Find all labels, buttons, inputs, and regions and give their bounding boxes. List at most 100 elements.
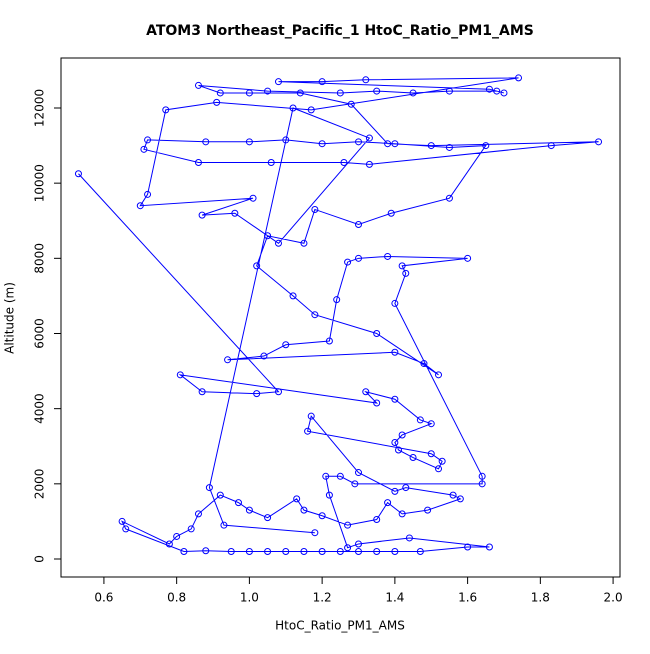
data-point bbox=[234, 499, 242, 507]
data-point bbox=[245, 547, 253, 555]
data-point bbox=[282, 341, 290, 349]
data-point bbox=[274, 239, 282, 247]
data-point bbox=[482, 142, 490, 150]
data-point bbox=[318, 512, 326, 520]
data-point bbox=[435, 371, 443, 379]
data-point bbox=[365, 134, 373, 142]
x-axis-label: HtoC_Ratio_PM1_AMS bbox=[275, 619, 405, 633]
data-point bbox=[355, 138, 363, 146]
data-point bbox=[456, 495, 464, 503]
data-point bbox=[216, 89, 224, 97]
data-point bbox=[318, 140, 326, 148]
chart-title: ATOM3 Northeast_Pacific_1 HtoC_Ratio_PM1… bbox=[146, 23, 534, 39]
data-point bbox=[384, 499, 392, 507]
data-point bbox=[311, 529, 319, 537]
data-point bbox=[344, 258, 352, 266]
data-point bbox=[427, 450, 435, 458]
data-point bbox=[311, 311, 319, 319]
x-tick-label: 0.6 bbox=[94, 591, 113, 605]
data-point bbox=[355, 547, 363, 555]
data-point bbox=[194, 510, 202, 518]
data-point bbox=[416, 416, 424, 424]
data-point bbox=[304, 427, 312, 435]
data-line bbox=[78, 77, 599, 552]
data-point bbox=[391, 487, 399, 495]
data-point bbox=[194, 81, 202, 89]
data-point bbox=[162, 106, 170, 114]
data-point bbox=[445, 143, 453, 151]
data-point bbox=[485, 85, 493, 93]
data-point bbox=[220, 521, 228, 529]
data-point bbox=[336, 472, 344, 480]
data-point bbox=[136, 202, 144, 210]
data-point bbox=[165, 540, 173, 548]
data-point bbox=[398, 510, 406, 518]
data-point bbox=[355, 220, 363, 228]
y-tick-label: 10000 bbox=[33, 164, 47, 202]
data-point bbox=[224, 356, 232, 364]
data-point bbox=[355, 540, 363, 548]
y-axis-label: Altitude (m) bbox=[3, 282, 17, 354]
data-point bbox=[387, 209, 395, 217]
data-point bbox=[500, 89, 508, 97]
data-point bbox=[402, 269, 410, 277]
data-point bbox=[176, 371, 184, 379]
data-point bbox=[416, 547, 424, 555]
data-point bbox=[231, 209, 239, 217]
data-point bbox=[325, 337, 333, 345]
data-point bbox=[118, 517, 126, 525]
data-point bbox=[485, 543, 493, 551]
data-point bbox=[289, 104, 297, 112]
data-point bbox=[264, 232, 272, 240]
data-point bbox=[344, 521, 352, 529]
data-point bbox=[253, 262, 261, 270]
data-point bbox=[373, 399, 381, 407]
x-tick-label: 1.2 bbox=[313, 591, 332, 605]
data-point bbox=[391, 438, 399, 446]
data-point bbox=[355, 254, 363, 262]
data-point bbox=[202, 138, 210, 146]
data-point bbox=[402, 484, 410, 492]
data-point bbox=[260, 352, 268, 360]
data-point bbox=[198, 388, 206, 396]
data-point bbox=[249, 194, 257, 202]
data-point bbox=[445, 194, 453, 202]
data-point bbox=[362, 76, 370, 84]
data-point bbox=[202, 547, 210, 555]
data-point bbox=[365, 160, 373, 168]
x-tick-label: 2.0 bbox=[604, 591, 623, 605]
data-point bbox=[384, 252, 392, 260]
data-point bbox=[478, 472, 486, 480]
y-tick-label: 8000 bbox=[33, 243, 47, 274]
data-point bbox=[289, 292, 297, 300]
data-point bbox=[322, 472, 330, 480]
data-point bbox=[307, 106, 315, 114]
y-tick-label: 12000 bbox=[33, 89, 47, 127]
data-point bbox=[274, 388, 282, 396]
data-point bbox=[398, 262, 406, 270]
data-point bbox=[173, 532, 181, 540]
data-point bbox=[198, 211, 206, 219]
data-point bbox=[427, 142, 435, 150]
y-tick-label: 0 bbox=[33, 555, 47, 563]
data-point bbox=[300, 239, 308, 247]
x-tick-label: 1.6 bbox=[458, 591, 477, 605]
x-tick-label: 0.8 bbox=[167, 591, 186, 605]
data-point bbox=[362, 388, 370, 396]
data-point bbox=[264, 547, 272, 555]
data-point bbox=[264, 514, 272, 522]
data-point bbox=[515, 74, 523, 82]
data-point bbox=[438, 457, 446, 465]
data-point bbox=[373, 329, 381, 337]
data-point bbox=[373, 87, 381, 95]
y-tick-label: 2000 bbox=[33, 469, 47, 500]
y-tick-label: 4000 bbox=[33, 393, 47, 424]
data-point bbox=[282, 547, 290, 555]
data-point bbox=[180, 547, 188, 555]
data-point bbox=[409, 89, 417, 97]
data-point bbox=[213, 98, 221, 106]
data-point bbox=[398, 431, 406, 439]
data-point bbox=[245, 89, 253, 97]
data-point bbox=[347, 100, 355, 108]
